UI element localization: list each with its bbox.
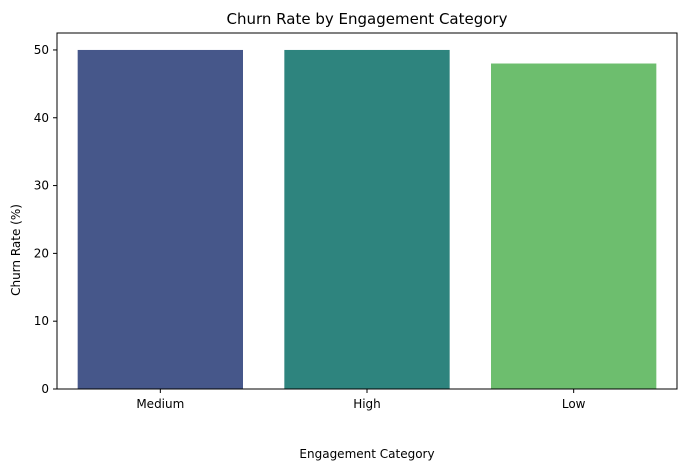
chart-title: Churn Rate by Engagement Category: [227, 10, 508, 28]
x-tick-label: Low: [562, 397, 586, 411]
x-axis-label: Engagement Category: [299, 447, 434, 461]
y-ticks-group: 0 10 20 30 40 50: [34, 43, 57, 396]
y-tick-label: 30: [34, 179, 49, 193]
y-tick-label: 40: [34, 111, 49, 125]
bars-group: [77, 49, 657, 390]
y-tick-label: 50: [34, 43, 49, 57]
y-tick-label: 10: [34, 314, 49, 328]
y-tick-label: 0: [41, 382, 49, 396]
x-tick-label: Medium: [136, 397, 184, 411]
y-tick-label: 20: [34, 246, 49, 260]
bar-high: [284, 49, 450, 389]
plot-frame: [56, 32, 678, 390]
bar-low: [491, 63, 657, 390]
x-ticks-group: Medium High Low: [136, 389, 586, 411]
bar-medium: [77, 49, 244, 389]
x-tick-label: High: [353, 397, 381, 411]
y-axis-label: Churn Rate (%): [9, 204, 23, 296]
